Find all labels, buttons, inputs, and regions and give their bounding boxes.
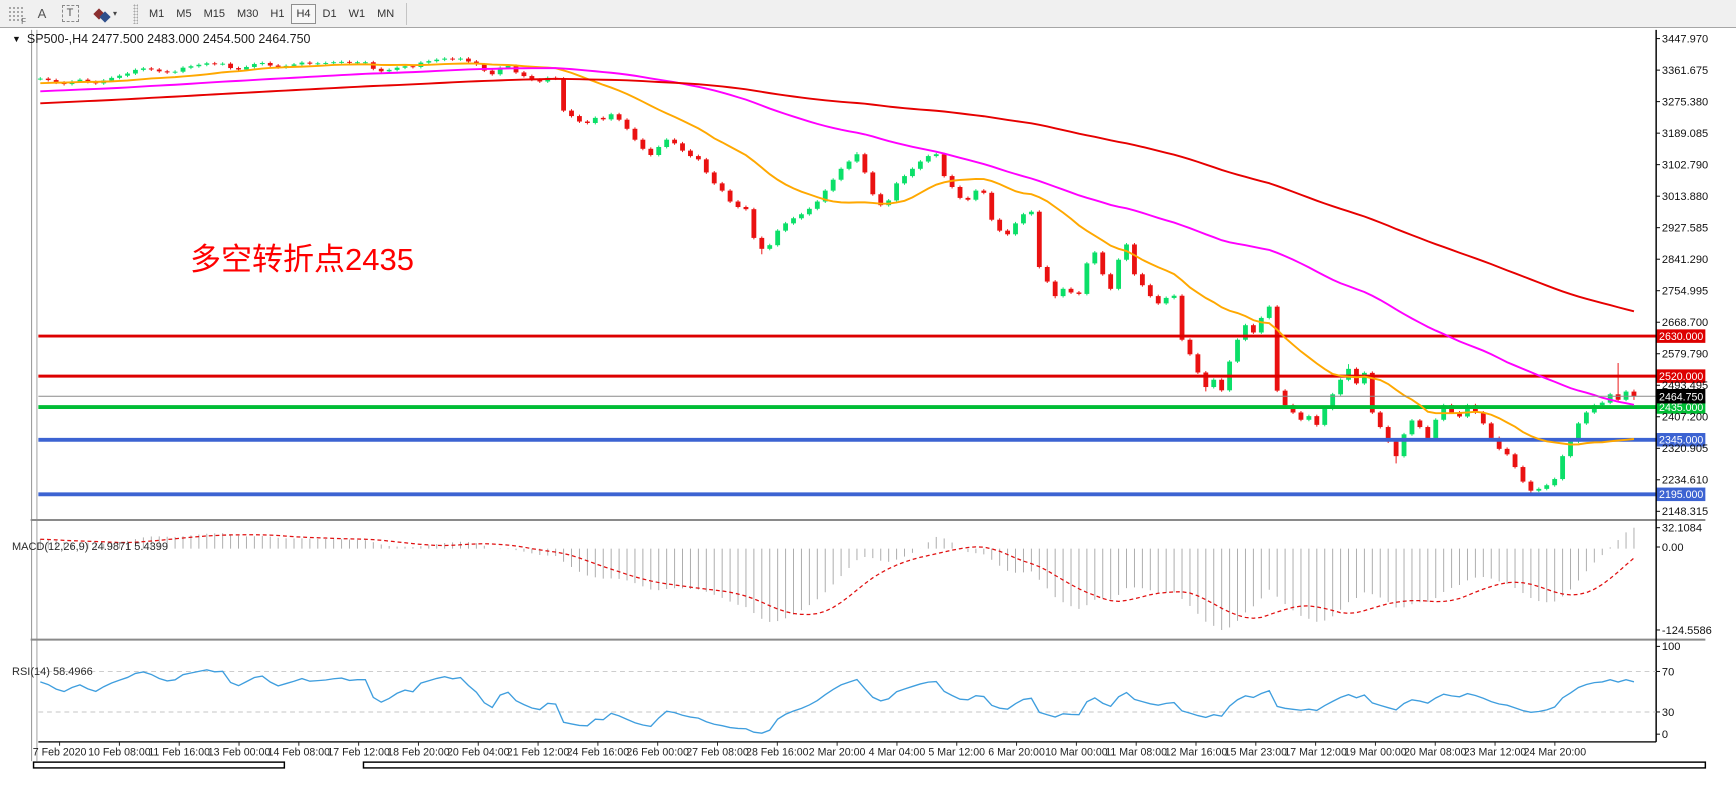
svg-text:23 Mar 12:00: 23 Mar 12:00	[1464, 746, 1527, 758]
svg-text:0.00: 0.00	[1662, 542, 1684, 554]
svg-text:2520.000: 2520.000	[1659, 371, 1703, 383]
svg-text:3013.880: 3013.880	[1662, 191, 1708, 203]
svg-text:4 Mar 04:00: 4 Mar 04:00	[869, 746, 926, 758]
toolbar-separator	[406, 2, 408, 25]
svg-text:7 Feb 2020: 7 Feb 2020	[33, 746, 87, 758]
svg-text:2464.750: 2464.750	[1659, 392, 1703, 404]
macd-signal-line	[40, 534, 1635, 619]
timeframe-button-h4[interactable]: H4	[291, 3, 316, 24]
svg-text:17 Mar 12:00: 17 Mar 12:00	[1284, 746, 1347, 758]
svg-text:2234.610: 2234.610	[1662, 475, 1708, 487]
svg-text:24 Mar 20:00: 24 Mar 20:00	[1524, 746, 1587, 758]
svg-text:2668.700: 2668.700	[1662, 317, 1708, 329]
timeframe-button-m30[interactable]: M30	[232, 4, 263, 24]
hline-badge-2345.000	[1656, 433, 1706, 447]
current-price-badge	[1656, 388, 1706, 404]
svg-text:2345.000: 2345.000	[1659, 435, 1703, 447]
svg-text:2195.000: 2195.000	[1659, 489, 1703, 501]
hline-badge-2195.000	[1656, 487, 1706, 502]
timeframe-button-d1[interactable]: D1	[318, 4, 342, 24]
hline-badge-2435.000	[1656, 400, 1706, 414]
timeframe-button-h1[interactable]: H1	[265, 4, 289, 24]
chevron-down-icon: ▾	[112, 9, 117, 18]
svg-text:2320.905: 2320.905	[1662, 443, 1708, 455]
chart-annotation-text[interactable]: 多空转折点2435	[190, 242, 414, 277]
svg-text:26 Feb 00:00: 26 Feb 00:00	[626, 746, 689, 758]
svg-text:0: 0	[1662, 729, 1668, 741]
svg-text:15 Mar 23:00: 15 Mar 23:00	[1225, 746, 1288, 758]
rsi-panel: 100 70 30 0	[38, 641, 1680, 741]
moving-average-20	[40, 62, 1635, 446]
hline-badge-2520.000	[1656, 369, 1706, 383]
svg-text:20 Mar 08:00: 20 Mar 08:00	[1404, 746, 1467, 758]
text-tool-icon[interactable]: A	[37, 6, 47, 21]
svg-text:2407.200: 2407.200	[1662, 412, 1708, 424]
chart-ohlc-text: SP500-,H4 2477.500 2483.000 2454.500 246…	[26, 32, 311, 46]
svg-text:3361.675: 3361.675	[1662, 65, 1708, 77]
chart-ohlc-title[interactable]: ▼ SP500-,H4 2477.500 2483.000 2454.500 2…	[12, 32, 311, 46]
chevron-down-icon: ▼	[12, 34, 21, 44]
svg-text:18 Feb 20:00: 18 Feb 20:00	[387, 746, 450, 758]
svg-text:28 Feb 16:00: 28 Feb 16:00	[746, 746, 809, 758]
timeframe-button-m5[interactable]: M5	[171, 4, 196, 24]
svg-text:2754.995: 2754.995	[1662, 286, 1708, 298]
svg-text:2493.495: 2493.495	[1662, 380, 1708, 392]
svg-text:14 Feb 08:00: 14 Feb 08:00	[268, 746, 331, 758]
svg-text:2579.790: 2579.790	[1662, 349, 1708, 361]
svg-text:70: 70	[1662, 666, 1674, 678]
svg-text:6 Mar 20:00: 6 Mar 20:00	[988, 746, 1045, 758]
svg-text:19 Mar 00:00: 19 Mar 00:00	[1344, 746, 1407, 758]
colors-tool-icon[interactable]: ▾	[87, 2, 125, 26]
bottom-panel-right	[362, 761, 1707, 769]
timeframe-button-m1[interactable]: M1	[144, 4, 169, 24]
macd-panel: 32.1084 0.00 -124.5586	[39, 523, 1712, 637]
svg-text:3447.970: 3447.970	[1662, 33, 1708, 45]
svg-text:32.1084: 32.1084	[1662, 523, 1702, 535]
svg-text:10 Mar 00:00: 10 Mar 00:00	[1045, 746, 1108, 758]
timeframe-button-m15[interactable]: M15	[199, 4, 230, 24]
svg-text:13 Feb 00:00: 13 Feb 00:00	[208, 746, 271, 758]
svg-text:3102.790: 3102.790	[1662, 160, 1708, 172]
svg-text:3275.380: 3275.380	[1662, 96, 1708, 108]
hline-badge-2630.000	[1656, 329, 1706, 343]
toolbar: F A T ▾ M1 M5 M15 M30 H1 H4 D1 W1 MN	[0, 0, 1736, 28]
macd-indicator-label: MACD(12,26,9) 24.9871 5.4399	[12, 541, 168, 553]
timeframe-button-mn[interactable]: MN	[372, 4, 399, 24]
svg-text:30: 30	[1662, 707, 1674, 719]
price-axis: 3447.970 3361.675 3275.380 3189.085 3102.790…	[1656, 33, 1708, 518]
svg-text:-124.5586: -124.5586	[1662, 625, 1712, 637]
rsi-indicator-label: RSI(14) 58.4966	[12, 666, 93, 678]
moving-average-120	[40, 77, 1635, 313]
svg-text:11 Mar 08:00: 11 Mar 08:00	[1105, 746, 1167, 758]
svg-text:12 Mar 16:00: 12 Mar 16:00	[1165, 746, 1228, 758]
svg-text:2 Mar 20:00: 2 Mar 20:00	[809, 746, 866, 758]
svg-text:27 Feb 08:00: 27 Feb 08:00	[686, 746, 749, 758]
svg-text:24 Feb 16:00: 24 Feb 16:00	[567, 746, 630, 758]
svg-text:100: 100	[1662, 641, 1680, 653]
svg-text:3189.085: 3189.085	[1662, 128, 1708, 140]
grid-f-letter: F	[21, 16, 26, 26]
svg-text:10 Feb 08:00: 10 Feb 08:00	[88, 746, 151, 758]
textbox-tool-icon[interactable]: T	[57, 2, 83, 26]
rsi-line	[40, 669, 1635, 734]
svg-text:2927.585: 2927.585	[1662, 223, 1708, 235]
grid-f-icon[interactable]: F	[1, 2, 27, 26]
svg-text:2841.290: 2841.290	[1662, 254, 1708, 266]
moving-average-60	[40, 67, 1635, 406]
svg-text:17 Feb 12:00: 17 Feb 12:00	[327, 746, 390, 758]
timeframe-button-group: M1 M5 M15 M30 H1 H4 D1 W1 MN	[143, 3, 400, 24]
bottom-panel-left	[32, 761, 286, 769]
timeframe-button-w1[interactable]: W1	[344, 4, 371, 24]
svg-text:2630.000: 2630.000	[1659, 331, 1703, 343]
svg-text:20 Feb 04:00: 20 Feb 04:00	[447, 746, 510, 758]
svg-text:5 Mar 12:00: 5 Mar 12:00	[928, 746, 985, 758]
svg-text:2435.000: 2435.000	[1659, 402, 1703, 414]
svg-text:21 Feb 12:00: 21 Feb 12:00	[507, 746, 570, 758]
chart-canvas: 2630.000 2520.000 2435.000 2345.000 2195.000…	[30, 28, 1712, 769]
toolbar-grip[interactable]	[133, 3, 138, 24]
svg-text:2148.315: 2148.315	[1662, 506, 1708, 518]
svg-text:11 Feb 16:00: 11 Feb 16:00	[148, 746, 210, 758]
